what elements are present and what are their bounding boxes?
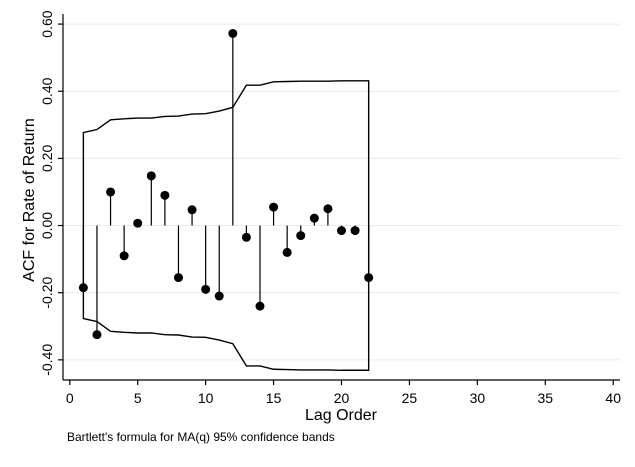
x-tick-label-6: 30 (470, 390, 486, 406)
acf-point-lag-12 (228, 28, 238, 38)
y-tick-label-0: -0.40 (39, 344, 55, 376)
acf-point-lag-9 (187, 205, 197, 215)
acf-point-lag-18 (309, 213, 319, 223)
acf-point-lag-15 (269, 202, 279, 212)
x-tick-label-3: 15 (266, 390, 282, 406)
acf-point-lag-7 (160, 190, 170, 200)
x-tick-label-8: 40 (605, 390, 621, 406)
x-tick-label-1: 5 (134, 390, 142, 406)
grid-lines (63, 23, 620, 361)
confidence-band (82, 80, 370, 371)
y-axis-title: ACF for Rate of Return (21, 118, 38, 282)
y-tick-label-5: 0.60 (39, 10, 55, 37)
acf-stems (78, 28, 374, 340)
axis-labels: Lag Order ACF for Rate of Return Bartlet… (21, 118, 378, 444)
confidence-band-upper (82, 80, 370, 226)
acf-point-lag-11 (214, 291, 224, 301)
x-tick-label-5: 25 (402, 390, 418, 406)
x-tick-label-4: 20 (334, 390, 350, 406)
x-tick-label-0: 0 (66, 390, 74, 406)
x-tick-label-2: 10 (198, 390, 214, 406)
acf-point-lag-5 (133, 218, 143, 228)
acf-point-lag-17 (296, 231, 306, 241)
acf-point-lag-3 (106, 187, 116, 197)
acf-point-lag-14 (255, 301, 265, 311)
acf-point-lag-6 (146, 171, 156, 181)
acf-point-lag-10 (201, 284, 211, 294)
acf-point-lag-1 (78, 283, 88, 293)
y-tick-label-4: 0.40 (39, 77, 55, 104)
y-tick-label-3: 0.20 (39, 145, 55, 172)
acf-point-lag-4 (119, 251, 129, 261)
acf-point-lag-19 (323, 204, 333, 214)
confidence-band-lower (82, 225, 370, 371)
acf-point-lag-8 (173, 273, 183, 283)
y-tick-label-2: 0.00 (39, 212, 55, 239)
acf-point-lag-2 (92, 330, 102, 340)
x-axis-title: Lag Order (305, 407, 378, 424)
chart-note: Bartlett's formula for MA(q) 95% confide… (67, 430, 335, 444)
axes: -0.40 -0.20 0.00 0.20 0.40 0.60 0 5 10 15 20 25 30 35… (39, 10, 621, 406)
x-tick-label-7: 35 (537, 390, 553, 406)
acf-point-lag-13 (241, 232, 251, 242)
acf-point-lag-21 (350, 226, 360, 236)
acf-point-lag-22 (364, 273, 374, 283)
acf-point-lag-20 (337, 226, 346, 236)
acf-point-lag-16 (282, 247, 292, 257)
y-tick-label-1: -0.20 (39, 277, 55, 309)
